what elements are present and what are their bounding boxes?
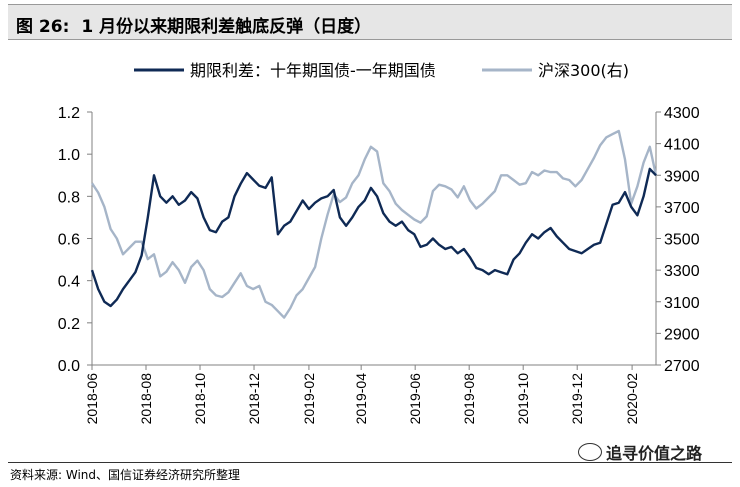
watermark-text: 追寻价值之路 xyxy=(606,444,703,463)
y-left-tick-label: 0.0 xyxy=(58,358,80,375)
series-line-spread xyxy=(90,167,657,308)
figure-title: 图 26: 1 月份以来期限利差触底反弹（日度） xyxy=(16,12,371,37)
x-tick-label: 2019-02 xyxy=(301,373,317,425)
chart-title: 1 月份以来期限利差触底反弹（日度） xyxy=(81,17,372,37)
watermark: 追寻价值之路 xyxy=(578,440,702,464)
y-right-tick-label: 3100 xyxy=(664,295,700,312)
axes: 0.0 0.2 0.4 0.6 0.8 1.0 1.2 2700 2900 3100 3300 350… xyxy=(58,105,700,424)
y-left-tick-label: 0.8 xyxy=(58,189,80,206)
series-line-hs300 xyxy=(90,129,658,319)
x-tick-label: 2020-02 xyxy=(624,373,640,425)
y-left-tick-label: 1.0 xyxy=(58,147,80,164)
x-tick-label: 2019-04 xyxy=(353,373,369,425)
x-tick-label: 2018-10 xyxy=(192,373,208,425)
figure-label: 图 26: xyxy=(16,17,70,37)
x-tick-label: 2019-08 xyxy=(461,373,477,425)
y-left-tick-label: 0.6 xyxy=(58,232,80,249)
legend-label-spread: 期限利差：十年期国债-一年期国债 xyxy=(190,61,436,80)
y-left-tick-label: 0.2 xyxy=(58,316,80,333)
wechat-icon xyxy=(578,443,602,461)
x-tick-label: 2018-06 xyxy=(84,373,100,425)
x-tick-label: 2019-12 xyxy=(569,373,585,425)
x-tick-label: 2019-06 xyxy=(407,373,423,425)
footer-rule xyxy=(8,462,732,463)
legend-label-hs300: 沪深300(右) xyxy=(538,61,629,80)
y-right-tick-label: 2700 xyxy=(664,358,700,375)
source-note: 资料来源: Wind、国信证券经济研究所整理 xyxy=(10,468,241,482)
legend: 期限利差：十年期国债-一年期国债 沪深300(右) xyxy=(134,61,629,80)
y-right-tick-label: 4100 xyxy=(664,137,700,154)
y-right-tick-label: 3300 xyxy=(664,263,700,280)
x-tick-label: 2019-10 xyxy=(515,373,531,425)
y-right-tick-label: 3900 xyxy=(664,168,700,185)
y-right-tick-label: 2900 xyxy=(664,326,700,343)
y-left-tick-label: 0.4 xyxy=(58,274,80,291)
series-layer xyxy=(90,129,658,319)
x-tick-label: 2018-12 xyxy=(246,373,262,425)
y-right-tick-label: 3500 xyxy=(664,232,700,249)
y-right-tick-label: 3700 xyxy=(664,200,700,217)
x-tick-label: 2018-08 xyxy=(138,373,154,425)
y-left-tick-label: 1.2 xyxy=(58,105,80,122)
title-bar: 图 26: 1 月份以来期限利差触底反弹（日度） xyxy=(8,4,732,40)
y-right-tick-label: 4300 xyxy=(664,105,700,122)
